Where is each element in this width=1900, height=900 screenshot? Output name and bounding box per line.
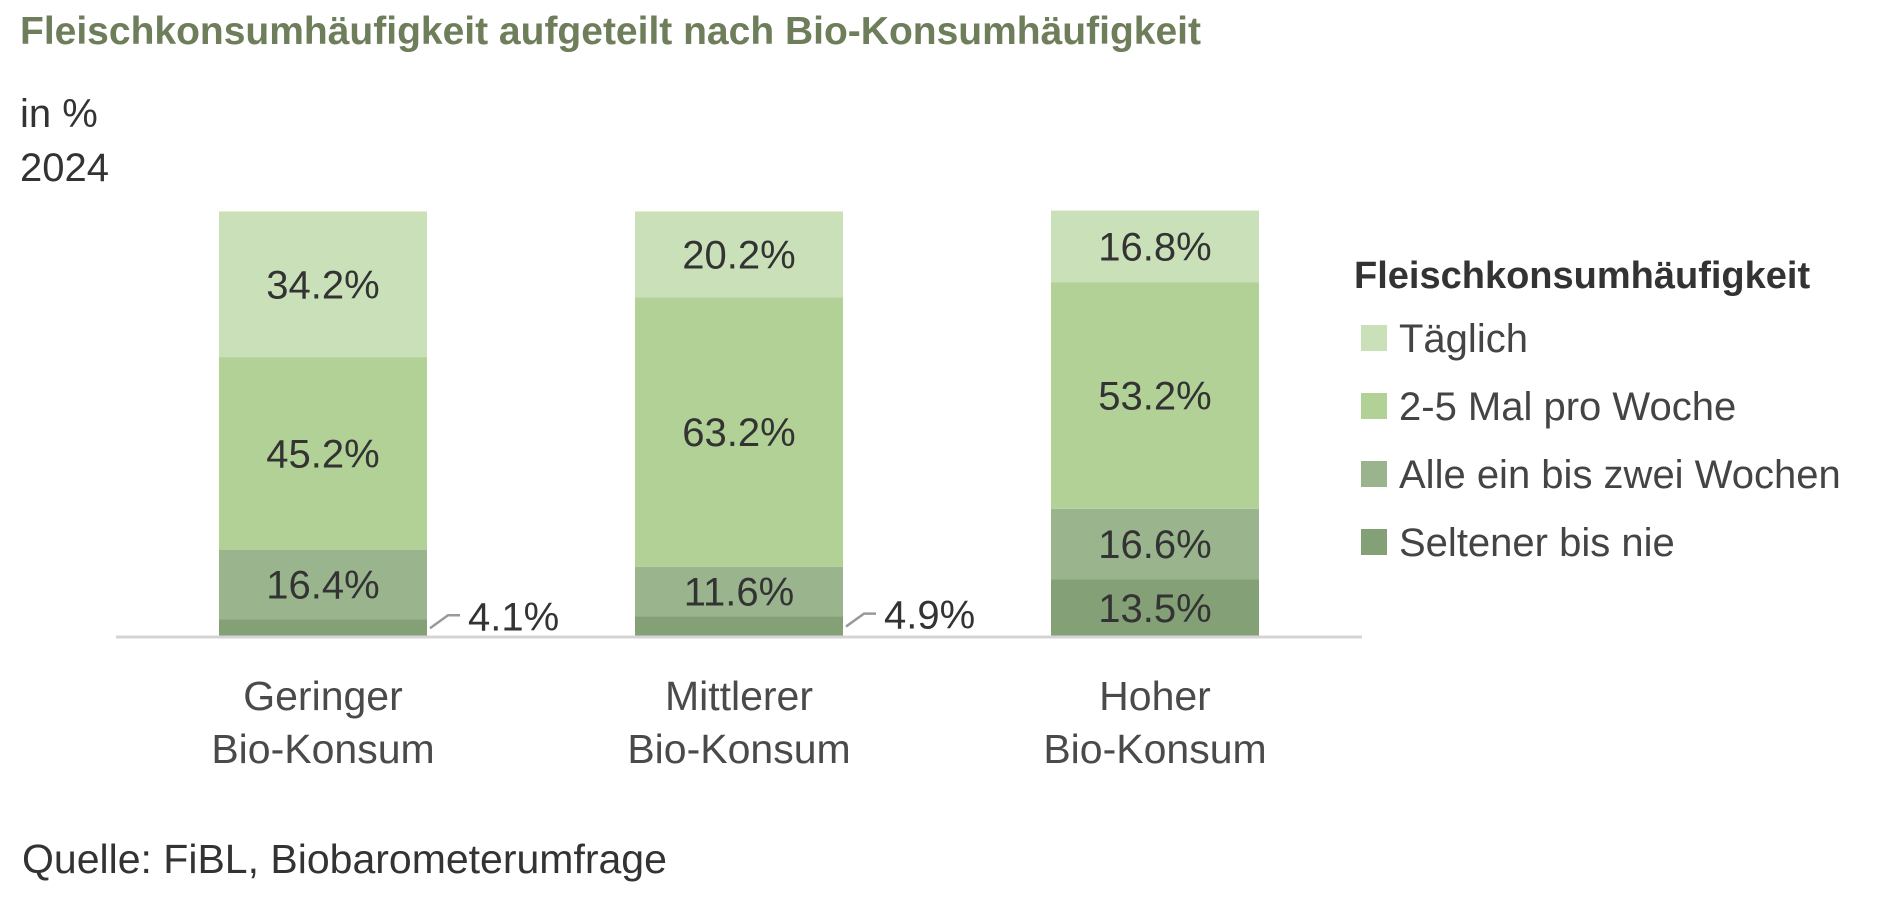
bar-3-seltener-bis-nie: [1051, 579, 1259, 637]
category-label-2-line-1: Mittlerer: [665, 673, 813, 719]
bar-2-seltener-bis-nie: [635, 616, 843, 637]
category-label-1-line-2: Bio-Konsum: [211, 726, 434, 772]
data-label-2-seltener-bis-nie: 4.9%: [884, 594, 975, 638]
leader-line-1: [429, 614, 460, 630]
category-label-1-line-1: Geringer: [243, 673, 403, 719]
unit-label: in %: [20, 92, 98, 136]
data-label-1-alle-ein-bis-zwei-wochen: 16.4%: [266, 564, 379, 608]
legend-title: Fleischkonsumhäufigkeit: [1354, 255, 1810, 297]
bar-3-taeglich: [1051, 210, 1259, 283]
bar-3-alle-ein-bis-zwei-wochen: [1051, 508, 1259, 580]
category-label-3-line-2: Bio-Konsum: [1043, 726, 1266, 772]
legend-item-alle-ein-bis-zwei-wochen: Alle ein bis zwei Wochen: [1399, 453, 1841, 497]
legend-item-seltener-bis-nie: Seltener bis nie: [1399, 521, 1675, 565]
legend-swatch-taeglich: [1361, 325, 1387, 351]
bar-2-alle-ein-bis-zwei-wochen: [635, 566, 843, 617]
source-note: Quelle: FiBL, Biobarometerumfrage: [22, 836, 667, 882]
category-label-3-line-1: Hoher: [1099, 673, 1211, 719]
bar-1-alle-ein-bis-zwei-wochen: [219, 549, 427, 620]
bar-1-taeglich: [219, 211, 427, 358]
bar-1-2-5-mal-pro-woche: [219, 357, 427, 550]
legend-item-taeglich: Täglich: [1399, 317, 1528, 361]
data-label-3-taeglich: 16.8%: [1098, 225, 1211, 269]
category-label-2-line-2: Bio-Konsum: [627, 726, 850, 772]
data-label-1-2-5-mal-pro-woche: 45.2%: [266, 432, 379, 476]
legend-swatch-2-5-mal-pro-woche: [1361, 393, 1387, 419]
data-label-3-2-5-mal-pro-woche: 53.2%: [1098, 374, 1211, 418]
bar-2-taeglich: [635, 211, 843, 298]
leader-line-2: [845, 612, 876, 628]
legend-swatch-seltener-bis-nie: [1361, 529, 1387, 555]
data-label-2-2-5-mal-pro-woche: 63.2%: [682, 411, 795, 455]
bar-3-2-5-mal-pro-woche: [1051, 282, 1259, 509]
data-label-3-seltener-bis-nie: 13.5%: [1098, 587, 1211, 631]
data-label-1-taeglich: 34.2%: [266, 263, 379, 307]
data-label-2-taeglich: 20.2%: [682, 233, 795, 277]
legend-item-2-5-mal-pro-woche: 2-5 Mal pro Woche: [1399, 385, 1736, 429]
year-label: 2024: [20, 146, 109, 190]
bar-1-seltener-bis-nie: [219, 619, 427, 637]
bar-2-2-5-mal-pro-woche: [635, 297, 843, 567]
data-label-2-alle-ein-bis-zwei-wochen: 11.6%: [684, 570, 794, 614]
data-label-3-alle-ein-bis-zwei-wochen: 16.6%: [1098, 523, 1211, 567]
chart-title: Fleischkonsumhäufigkeit aufgeteilt nach …: [20, 10, 1201, 53]
legend-swatch-alle-ein-bis-zwei-wochen: [1361, 461, 1387, 487]
data-label-1-seltener-bis-nie: 4.1%: [468, 595, 559, 639]
